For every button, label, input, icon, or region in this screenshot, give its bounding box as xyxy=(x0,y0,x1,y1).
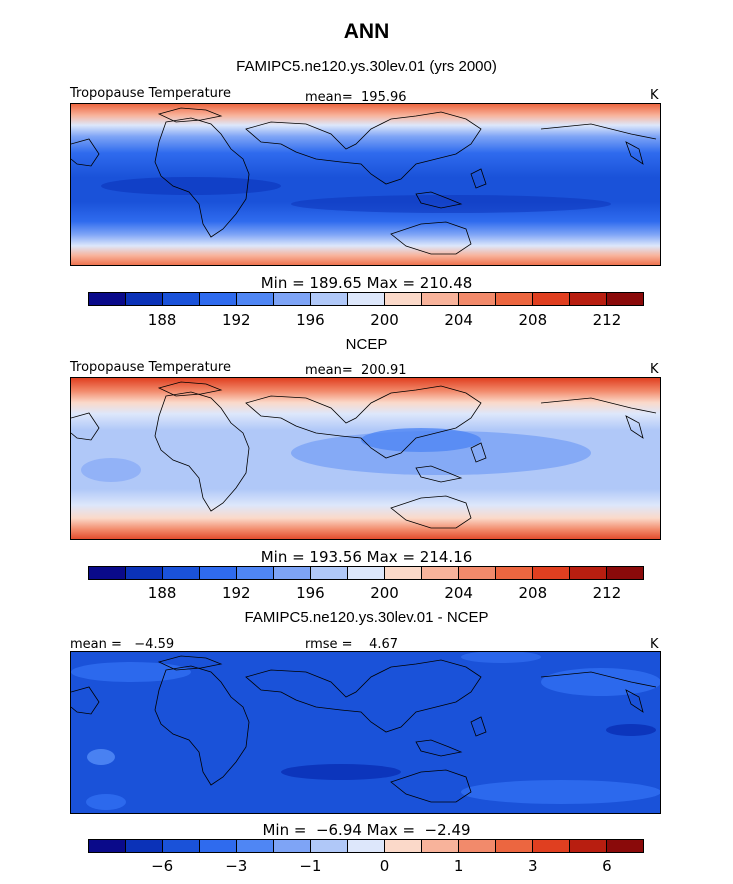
colorbar-swatch xyxy=(459,293,496,305)
colorbar-swatch xyxy=(385,567,422,579)
colorbar-tick-label: 192 xyxy=(221,311,251,329)
colorbar-swatch xyxy=(237,567,274,579)
panel-2-colorbar-ticks: 188 192 196 200 204 208 212 xyxy=(88,584,644,602)
colorbar-swatch xyxy=(89,567,126,579)
colorbar-swatch xyxy=(385,293,422,305)
panel-1-variable-label: Tropopause Temperature xyxy=(70,86,231,101)
colorbar-swatch xyxy=(274,567,311,579)
colorbar-tick-label: −3 xyxy=(225,857,248,875)
colorbar-swatch xyxy=(422,567,459,579)
colorbar-swatch xyxy=(274,293,311,305)
colorbar-swatch xyxy=(533,293,570,305)
colorbar-swatch xyxy=(607,567,643,579)
panel-2-mean-label: mean= 200.91 xyxy=(305,363,407,378)
colorbar-swatch xyxy=(200,567,237,579)
colorbar-swatch xyxy=(163,293,200,305)
colorbar-swatch xyxy=(459,567,496,579)
panel-1-map xyxy=(70,103,661,266)
colorbar-tick-label: 204 xyxy=(444,311,473,329)
panel-1-minmax: Min = 189.65 Max = 210.48 xyxy=(260,274,473,292)
colorbar-tick-label: 188 xyxy=(147,584,177,602)
colorbar-tick-label: 192 xyxy=(221,584,251,602)
colorbar-swatch xyxy=(274,840,311,852)
colorbar-swatch xyxy=(385,840,422,852)
colorbar-swatch xyxy=(533,567,570,579)
colorbar-tick-label: 1 xyxy=(453,857,464,875)
colorbar-tick-label: 196 xyxy=(296,584,325,602)
colorbar-swatch xyxy=(496,567,533,579)
figure-title: ANN xyxy=(343,20,390,43)
colorbar-swatch xyxy=(570,293,607,305)
colorbar-tick-label: 196 xyxy=(296,311,325,329)
panel-2-contour-map xyxy=(71,378,660,539)
panel-3-minmax: Min = −6.94 Max = −2.49 xyxy=(262,821,471,839)
colorbar-swatch xyxy=(533,840,570,852)
colorbar-swatch xyxy=(89,293,126,305)
colorbar-swatch xyxy=(200,293,237,305)
colorbar-swatch xyxy=(459,840,496,852)
panel-3-rmse-label: rmse = 4.67 xyxy=(305,637,399,652)
colorbar-tick-label: 188 xyxy=(147,311,177,329)
colorbar-swatch xyxy=(496,840,533,852)
colorbar-swatch xyxy=(607,840,643,852)
colorbar-swatch xyxy=(126,293,163,305)
colorbar-swatch xyxy=(570,567,607,579)
colorbar-tick-label: 200 xyxy=(370,311,399,329)
panel-2-variable-label: Tropopause Temperature xyxy=(70,360,231,375)
panel-1-colorbar-ticks: 188 192 196 200 204 208 212 xyxy=(88,311,644,329)
colorbar-swatch xyxy=(348,840,385,852)
colorbar-tick-label: 208 xyxy=(518,584,548,602)
panel-3-contour-map xyxy=(71,652,660,813)
panel-1-contour-map xyxy=(71,104,660,265)
colorbar-swatch xyxy=(237,840,274,852)
colorbar-swatch xyxy=(200,840,237,852)
panel-2-minmax: Min = 193.56 Max = 214.16 xyxy=(260,548,473,566)
panel-3-mean-label: mean = −4.59 xyxy=(70,637,175,652)
colorbar-tick-label: 6 xyxy=(602,857,612,875)
panel-3-colorbar xyxy=(88,839,644,853)
colorbar-swatch xyxy=(607,293,643,305)
colorbar-swatch xyxy=(311,567,348,579)
colorbar-tick-label: 3 xyxy=(528,857,538,875)
panel-1-mean-label: mean= 195.96 xyxy=(305,90,407,105)
panel-3-unit-label: K xyxy=(650,637,659,652)
colorbar-swatch xyxy=(348,567,385,579)
colorbar-tick-label: 200 xyxy=(370,584,399,602)
colorbar-tick-label: −6 xyxy=(151,857,174,875)
colorbar-swatch xyxy=(311,293,348,305)
panel-2-heading: NCEP xyxy=(345,336,388,353)
colorbar-tick-label: 212 xyxy=(592,311,622,329)
colorbar-swatch xyxy=(89,840,126,852)
panel-1-unit-label: K xyxy=(650,88,659,103)
colorbar-tick-label: 212 xyxy=(592,584,622,602)
colorbar-swatch xyxy=(163,567,200,579)
colorbar-swatch xyxy=(422,293,459,305)
panel-3-heading: FAMIPC5.ne120.ys.30lev.01 - NCEP xyxy=(244,609,489,626)
panel-3-map xyxy=(70,651,661,814)
panel-2-unit-label: K xyxy=(650,362,659,377)
colorbar-swatch xyxy=(570,840,607,852)
panel-2-map xyxy=(70,377,661,540)
colorbar-tick-label: 208 xyxy=(518,311,548,329)
panel-3-colorbar-ticks: −6 −3 −1 0 1 3 6 xyxy=(88,857,644,875)
colorbar-swatch xyxy=(311,840,348,852)
panel-2-colorbar xyxy=(88,566,644,580)
panel-1-heading: FAMIPC5.ne120.ys.30lev.01 (yrs 2000) xyxy=(236,58,497,75)
colorbar-tick-label: 0 xyxy=(379,857,390,875)
colorbar-swatch xyxy=(126,840,163,852)
colorbar-swatch xyxy=(496,293,533,305)
panel-1-colorbar xyxy=(88,292,644,306)
colorbar-swatch xyxy=(163,840,200,852)
colorbar-swatch xyxy=(237,293,274,305)
colorbar-tick-label: −1 xyxy=(299,857,322,875)
colorbar-tick-label: 204 xyxy=(444,584,473,602)
colorbar-swatch xyxy=(126,567,163,579)
colorbar-swatch xyxy=(348,293,385,305)
colorbar-swatch xyxy=(422,840,459,852)
